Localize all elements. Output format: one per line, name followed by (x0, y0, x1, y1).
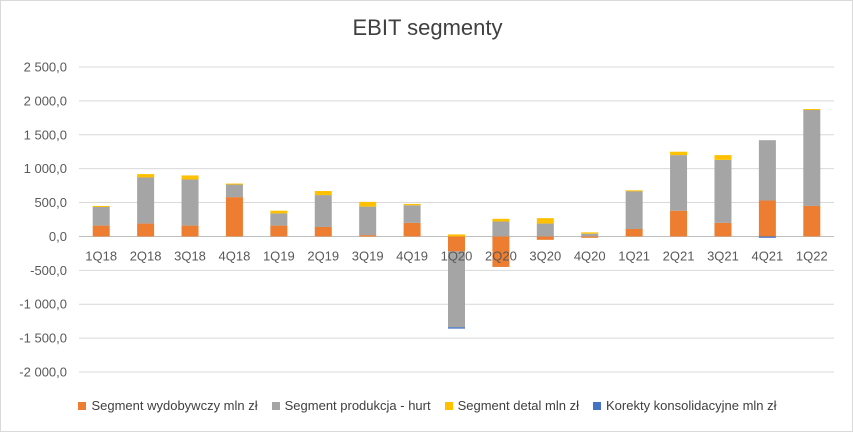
legend-item: Segment detal mln zł (444, 398, 579, 413)
bar-segment (758, 200, 776, 237)
legend-item: Segment produkcja - hurt (271, 398, 431, 413)
bar-segment (137, 174, 155, 178)
legend-swatch (271, 401, 280, 410)
bar-segment (758, 140, 776, 201)
bar-segment (314, 191, 332, 196)
bar-segment (314, 226, 332, 237)
x-tick-label: 3Q21 (707, 248, 739, 263)
bar-segment (581, 232, 599, 234)
bar-segment (270, 213, 288, 226)
x-tick-label: 2Q19 (307, 248, 339, 263)
y-tick-label: -2 000,0 (19, 365, 67, 380)
bar-segment (625, 228, 643, 237)
legend-label: Segment detal mln zł (457, 398, 579, 413)
bar-segment (225, 184, 243, 198)
bar-segment (403, 222, 421, 237)
y-tick-label: -1 500,0 (19, 331, 67, 346)
x-tick-label: 2Q18 (130, 248, 162, 263)
legend-swatch (444, 401, 453, 410)
x-tick-label: 4Q18 (219, 248, 251, 263)
bar-segment (625, 190, 643, 192)
x-tick-label: 1Q19 (263, 248, 295, 263)
bar-segment (758, 236, 776, 238)
bar-segment (492, 218, 510, 222)
bar-segment (448, 327, 465, 329)
legend-item: Korekty konsolidacyjne mln zł (593, 398, 777, 413)
bar-segment (181, 179, 199, 226)
y-tick-label: 2 500,0 (24, 60, 67, 75)
bar-segment (270, 210, 288, 214)
legend-label: Korekty konsolidacyjne mln zł (606, 398, 777, 413)
bar-segment (714, 222, 732, 237)
bar-segment (492, 221, 510, 237)
bar-segment (803, 109, 821, 111)
y-tick-label: -500,0 (30, 263, 67, 278)
bar-segment (714, 155, 732, 160)
bar-segment (670, 155, 688, 211)
bar-segment (181, 175, 199, 180)
x-tick-label: 2Q21 (663, 248, 695, 263)
y-tick-label: 1 500,0 (24, 127, 67, 142)
bar-segment (448, 234, 465, 237)
bar-segment (225, 197, 243, 237)
bar-segment (448, 251, 465, 328)
legend: Segment wydobywczy mln zł Segment produkc… (1, 398, 853, 413)
bar-segment (448, 236, 465, 252)
bar-segment (714, 159, 732, 223)
bar-segment (625, 191, 643, 229)
bar-segment (536, 223, 554, 237)
x-tick-label: 1Q21 (618, 248, 650, 263)
bar-segment (403, 203, 421, 206)
bar-segment (536, 236, 554, 240)
y-tick-label: 500,0 (34, 195, 67, 210)
legend-swatch (593, 401, 601, 410)
bar-segment (137, 177, 155, 224)
legend-swatch (78, 401, 87, 410)
legend-label: Segment produkcja - hurt (284, 398, 431, 413)
x-tick-label: 4Q19 (396, 248, 428, 263)
bar-segment (92, 206, 110, 226)
x-tick-label: 1Q22 (796, 248, 828, 263)
bar-segment (359, 206, 377, 236)
bar-segment (803, 205, 821, 237)
y-tick-label: 1 000,0 (24, 161, 67, 176)
bar-segment (803, 109, 821, 206)
bar-segment (92, 205, 110, 207)
bar-segment (670, 151, 688, 156)
bar-segment (314, 195, 332, 227)
bar-segment (581, 233, 599, 237)
bar-segment (359, 201, 377, 207)
y-tick-label: -1 000,0 (19, 297, 67, 312)
bar-segment (403, 205, 421, 223)
y-tick-label: 2 000,0 (24, 93, 67, 108)
bar-segment (270, 225, 288, 237)
x-tick-label: 3Q19 (352, 248, 384, 263)
bar-segment (670, 210, 688, 237)
x-tick-label: 4Q21 (751, 248, 783, 263)
x-tick-label: 3Q20 (529, 248, 561, 263)
x-tick-label: 1Q20 (441, 248, 473, 263)
bar-segment (181, 225, 199, 237)
x-tick-label: 3Q18 (174, 248, 206, 263)
chart-title: EBIT segmenty (352, 15, 503, 40)
bar-segment (92, 225, 110, 237)
bar-segment (581, 236, 599, 238)
legend-item: Segment wydobywczy mln zł (78, 398, 258, 413)
x-tick-label: 1Q18 (85, 248, 117, 263)
x-tick-label: 4Q20 (574, 248, 606, 263)
bar-segment (225, 183, 243, 185)
bar-segment (492, 236, 510, 267)
bar-segment (359, 235, 377, 237)
bar-segment (137, 223, 155, 237)
bar-segment (536, 218, 554, 224)
legend-label: Segment wydobywczy mln zł (91, 398, 258, 413)
x-tick-label: 2Q20 (485, 248, 517, 263)
y-tick-label: 0,0 (49, 229, 67, 244)
